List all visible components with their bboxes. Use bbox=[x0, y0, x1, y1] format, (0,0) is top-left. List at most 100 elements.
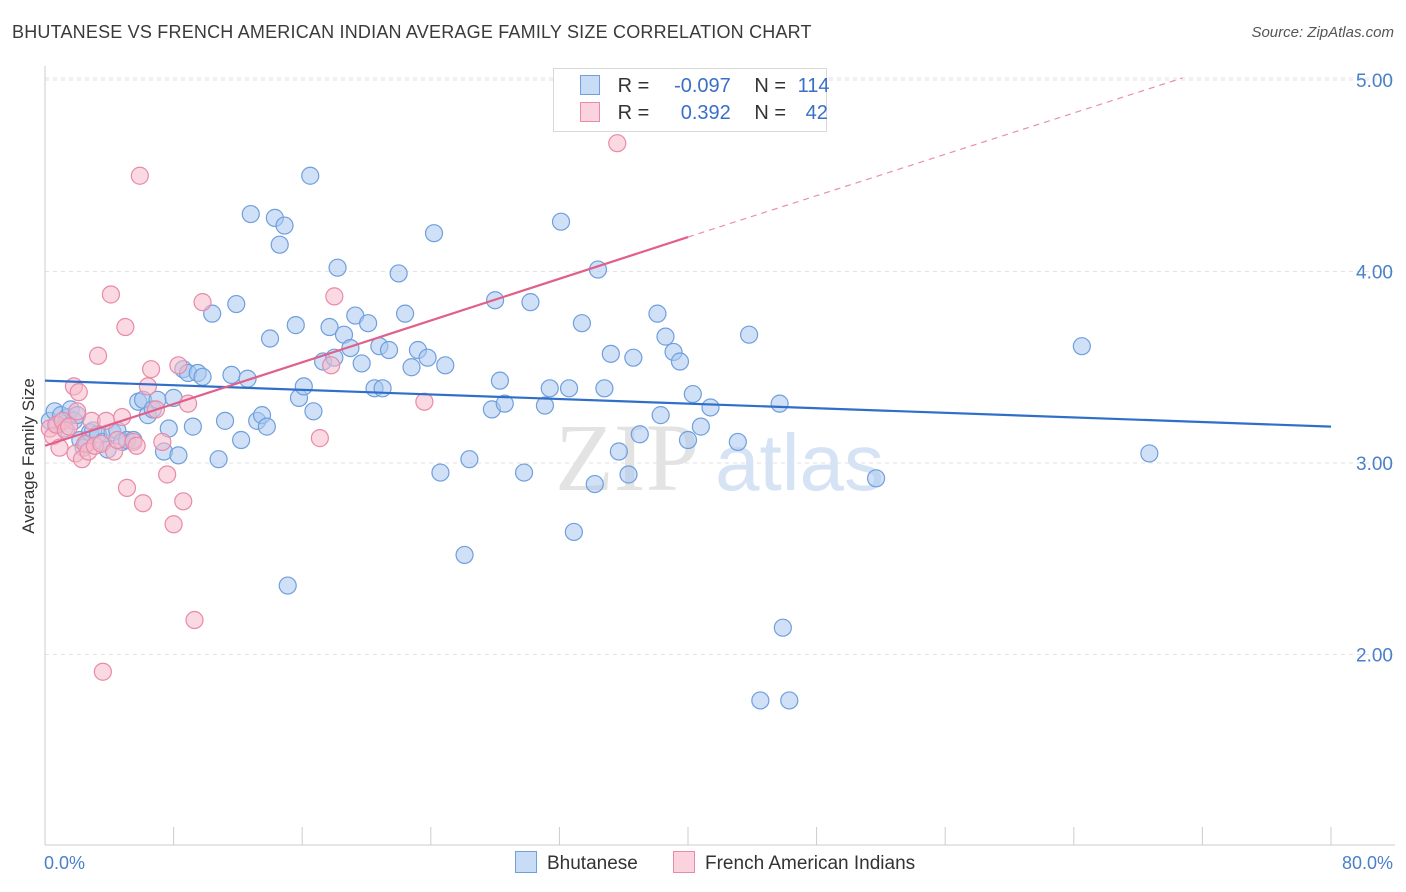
data-point-bhutanese bbox=[1072, 337, 1091, 356]
data-point-bhutanese bbox=[866, 469, 886, 488]
data-point-bhutanese bbox=[514, 463, 534, 482]
chart-title: BHUTANESE VS FRENCH AMERICAN INDIAN AVER… bbox=[12, 22, 812, 42]
data-point-french-american-indians bbox=[174, 492, 193, 511]
legend-n-label: N = bbox=[754, 102, 787, 124]
data-point-french-american-indians bbox=[193, 293, 212, 312]
legend-item-french-american-indians[interactable]: French American Indians bbox=[673, 851, 915, 875]
data-point-french-american-indians bbox=[130, 166, 149, 185]
legend-n-value: 42 bbox=[805, 102, 828, 124]
data-point-bhutanese bbox=[278, 576, 297, 595]
data-point-french-american-indians bbox=[68, 402, 87, 421]
legend-n-value: 114 bbox=[797, 75, 830, 97]
data-point-french-american-indians bbox=[93, 662, 112, 681]
trend-line-french-american-indians bbox=[44, 235, 689, 447]
series-bhutanese bbox=[40, 166, 1159, 710]
data-point-bhutanese bbox=[436, 356, 455, 375]
legend-r-label: R = bbox=[617, 102, 650, 124]
data-point-french-american-indians bbox=[310, 429, 329, 448]
watermark-atlas: atlas bbox=[715, 418, 884, 507]
legend-r-value: 0.392 bbox=[680, 102, 731, 124]
data-point-french-american-indians bbox=[185, 610, 204, 630]
data-point-bhutanese bbox=[379, 340, 399, 360]
data-point-bhutanese bbox=[619, 465, 638, 484]
data-point-bhutanese bbox=[352, 354, 371, 373]
legend-swatch-pink bbox=[673, 851, 695, 873]
axes bbox=[44, 66, 1395, 846]
data-point-bhutanese bbox=[630, 425, 649, 444]
data-point-french-american-indians bbox=[322, 356, 341, 375]
data-point-bhutanese bbox=[585, 474, 604, 494]
data-point-bhutanese bbox=[651, 406, 670, 425]
watermark-zip: ZIP bbox=[555, 404, 699, 511]
data-point-french-american-indians bbox=[325, 287, 344, 306]
legend-row-bhutanese: R = -0.097 N = 114 bbox=[580, 75, 830, 101]
y-axis-title: Average Family Size bbox=[19, 378, 38, 534]
axis-labels: 2.00 3.00 4.00 5.00 0.0% 80.0% Average Family … bbox=[19, 71, 1393, 873]
data-point-french-american-indians bbox=[101, 285, 121, 304]
legend-item-bhutanese[interactable]: Bhutanese bbox=[515, 851, 638, 875]
data-point-french-american-indians bbox=[178, 394, 198, 413]
data-point-french-american-indians bbox=[133, 494, 153, 513]
data-point-bhutanese bbox=[624, 348, 643, 367]
legend-swatch-blue bbox=[515, 851, 537, 873]
data-point-bhutanese bbox=[341, 339, 360, 358]
data-point-bhutanese bbox=[572, 314, 592, 333]
data-point-bhutanese bbox=[648, 304, 667, 323]
data-point-french-american-indians bbox=[60, 417, 79, 436]
data-point-bhutanese bbox=[490, 371, 510, 390]
data-point-bhutanese bbox=[418, 348, 437, 367]
data-point-bhutanese bbox=[701, 398, 720, 417]
data-point-bhutanese bbox=[540, 379, 559, 398]
data-point-bhutanese bbox=[670, 352, 690, 371]
data-point-bhutanese bbox=[395, 304, 415, 323]
x-tick-label-min: 0.0% bbox=[44, 853, 85, 873]
data-point-bhutanese bbox=[601, 344, 620, 363]
legend-label: Bhutanese bbox=[547, 853, 638, 874]
legend-swatch-blue bbox=[580, 75, 600, 95]
data-point-bhutanese bbox=[455, 545, 474, 565]
data-point-bhutanese bbox=[564, 522, 583, 542]
data-point-bhutanese bbox=[595, 379, 614, 398]
data-point-bhutanese bbox=[678, 430, 698, 450]
y-tick-label: 3.00 bbox=[1356, 454, 1393, 475]
data-point-bhutanese bbox=[551, 212, 571, 231]
y-tick-label: 4.00 bbox=[1356, 263, 1393, 284]
trend-extension-french-american-indians bbox=[687, 77, 1183, 238]
data-point-bhutanese bbox=[780, 691, 799, 710]
data-point-bhutanese bbox=[304, 402, 323, 421]
data-point-bhutanese bbox=[521, 293, 540, 312]
data-point-bhutanese bbox=[389, 264, 408, 283]
legend-swatch-pink bbox=[580, 102, 600, 122]
grid-lines bbox=[45, 77, 1395, 655]
data-point-bhutanese bbox=[535, 396, 555, 415]
series-legend: Bhutanese French American Indians bbox=[0, 851, 1406, 877]
trend-lines bbox=[44, 77, 1332, 447]
data-point-bhutanese bbox=[691, 417, 710, 436]
legend-r-value: -0.097 bbox=[674, 75, 731, 97]
data-point-bhutanese bbox=[683, 384, 702, 404]
stats-legend: R = -0.097 N = 114 R = 0.392 N = 42 bbox=[553, 68, 830, 132]
data-point-bhutanese bbox=[359, 314, 378, 333]
data-point-bhutanese bbox=[260, 329, 280, 348]
data-point-bhutanese bbox=[460, 450, 479, 469]
data-point-french-american-indians bbox=[158, 465, 177, 484]
y-tick-label: 2.00 bbox=[1356, 646, 1393, 667]
data-point-bhutanese bbox=[773, 618, 792, 637]
y-tick-label: 5.00 bbox=[1356, 71, 1393, 92]
data-point-bhutanese bbox=[559, 379, 579, 398]
data-point-bhutanese bbox=[328, 258, 347, 277]
legend-label: French American Indians bbox=[705, 853, 916, 874]
data-point-french-american-indians bbox=[117, 478, 137, 497]
data-point-bhutanese bbox=[402, 358, 421, 377]
data-point-bhutanese bbox=[275, 216, 294, 235]
data-point-french-american-indians bbox=[608, 134, 627, 153]
data-point-bhutanese bbox=[257, 417, 276, 436]
data-point-bhutanese bbox=[222, 365, 241, 385]
data-point-french-american-indians bbox=[141, 360, 161, 379]
data-point-french-american-indians bbox=[138, 377, 157, 396]
x-tick-label-max: 80.0% bbox=[1342, 853, 1393, 873]
trend-line-bhutanese bbox=[44, 379, 1332, 428]
data-point-bhutanese bbox=[728, 432, 747, 452]
data-point-french-american-indians bbox=[108, 430, 127, 450]
